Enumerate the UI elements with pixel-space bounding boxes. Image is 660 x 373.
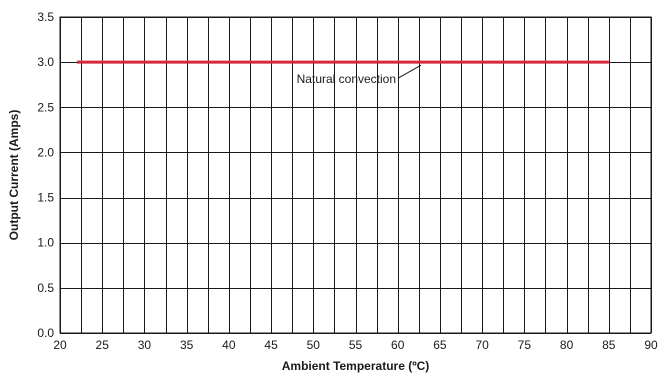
y-tick-label: 3.0: [37, 55, 54, 69]
x-tick-label: 90: [644, 338, 658, 352]
x-tick-label: 20: [53, 338, 67, 352]
y-tick-label: 2.0: [37, 145, 54, 159]
annotation-layer: Natural convection: [297, 64, 422, 86]
y-tick-label: 1.5: [37, 191, 54, 205]
x-tick-label: 35: [180, 338, 194, 352]
annotation-natural-convection: Natural convection: [297, 72, 396, 86]
x-tick-label: 85: [602, 338, 616, 352]
y-axis-title: Output Current (Amps): [7, 110, 21, 241]
y-axis-ticks: 0.0 0.5 1.0 1.5 2.0 2.5 3.0 3.5: [37, 10, 54, 340]
x-tick-label: 70: [475, 338, 489, 352]
y-tick-label: 3.5: [37, 10, 54, 24]
x-tick-label: 80: [560, 338, 574, 352]
y-tick-label: 0.5: [37, 281, 54, 295]
grid-lines: [60, 17, 652, 334]
x-tick-label: 55: [349, 338, 363, 352]
plot-area-frame: [59, 16, 652, 334]
x-axis-ticks: 20 25 30 35 40 45 50 55 60 65 70 75 80 85 90: [53, 338, 658, 352]
x-tick-label: 40: [222, 338, 236, 352]
x-tick-label: 65: [433, 338, 447, 352]
x-tick-label: 60: [391, 338, 405, 352]
x-tick-label: 75: [518, 338, 532, 352]
y-tick-label: 2.5: [37, 100, 54, 114]
y-tick-label: 1.0: [37, 236, 54, 250]
y-tick-label: 0.0: [37, 326, 54, 340]
x-tick-label: 30: [138, 338, 152, 352]
x-tick-label: 25: [96, 338, 110, 352]
annotation-leader-line: [397, 64, 422, 79]
x-tick-label: 45: [264, 338, 278, 352]
x-tick-label: 50: [307, 338, 321, 352]
x-axis-title: Ambient Temperature (ºC): [282, 359, 430, 373]
